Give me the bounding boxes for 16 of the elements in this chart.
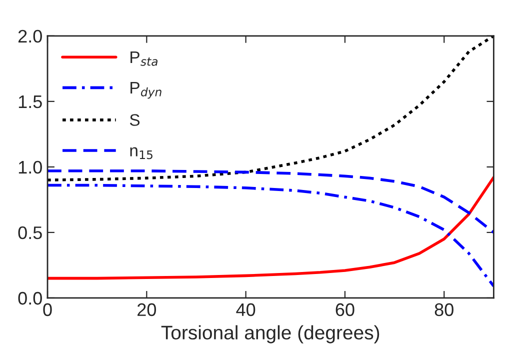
x-tick-label: 40 (236, 303, 256, 316)
x-tick-label: 60 (336, 303, 354, 316)
x-axis-title: Torsional angle (degrees) (161, 325, 380, 344)
y-tick-label: 1.5 (18, 96, 42, 108)
x-tick-label: 0 (43, 303, 52, 316)
y-tick-label: 0.0 (18, 292, 42, 305)
legend-label: P$_{sta}$ (130, 51, 158, 66)
x-tick-label: 80 (434, 303, 454, 316)
line-series (48, 169, 494, 234)
y-tick-label: 1.0 (18, 160, 42, 174)
y-tick-label: 0.5 (18, 226, 42, 240)
legend-label: n$_{15}$ (130, 147, 152, 160)
x-tick-label: 20 (138, 303, 156, 316)
legend-label: P$_{dyn}$ (130, 82, 162, 99)
legend-label: S (130, 114, 140, 126)
y-tick-label: 2.0 (18, 30, 42, 43)
